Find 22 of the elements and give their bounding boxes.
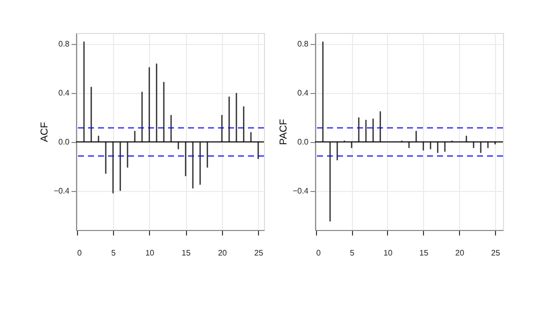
x-tick-label: 5 xyxy=(350,248,355,258)
x-tick-label: 0 xyxy=(77,248,82,258)
x-tick-label: 15 xyxy=(182,248,192,258)
y-tick-label: 0.8 xyxy=(58,40,70,49)
y-tick-label: 0.0 xyxy=(58,137,70,146)
y-tick-label: −0.4 xyxy=(292,186,310,196)
y-tick-label: −0.4 xyxy=(54,186,70,196)
x-tick-label: 10 xyxy=(145,248,155,258)
x-tick-label: 25 xyxy=(254,248,264,258)
x-tick-label: 25 xyxy=(491,248,501,258)
x-tick-label: 15 xyxy=(419,248,429,258)
x-tick-label: 20 xyxy=(218,248,228,258)
x-tick-label: 20 xyxy=(455,248,465,258)
y-tick-label: 0.4 xyxy=(297,88,310,98)
y-axis-title: ACF xyxy=(40,122,51,142)
x-tick-label: 10 xyxy=(384,248,393,258)
x-tick-label: 5 xyxy=(111,248,116,258)
y-axis-title: PACF xyxy=(278,119,290,145)
y-tick-label: 0.8 xyxy=(297,40,310,49)
y-tick-label: 0.0 xyxy=(297,137,310,146)
y-tick-label: 0.4 xyxy=(58,88,70,98)
x-tick-label: 0 xyxy=(316,248,322,258)
